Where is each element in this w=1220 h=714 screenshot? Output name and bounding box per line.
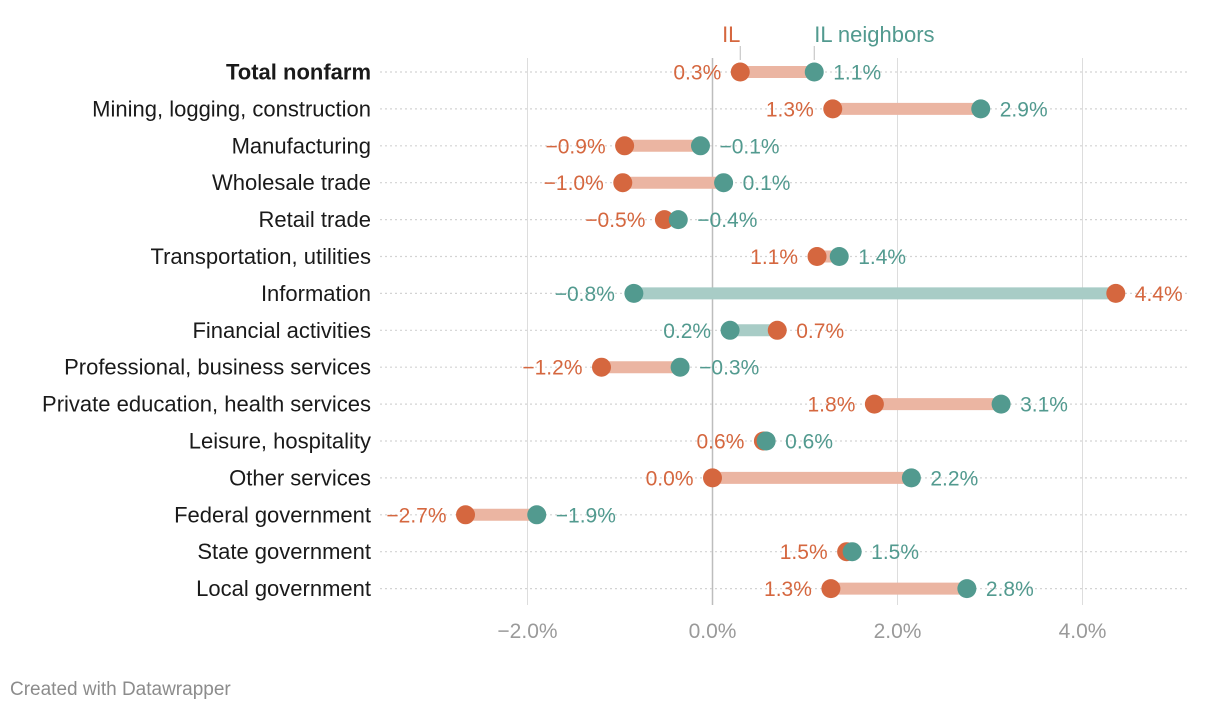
category-label: State government [197,539,371,564]
neighbors-point [971,99,991,119]
neighbors-value-label: 1.5% [871,541,919,564]
il-point [767,320,787,340]
il-value-label: 1.8% [808,394,856,417]
category-label: Private education, health services [42,392,371,417]
neighbors-point [829,247,849,266]
category-label: Retail trade [258,207,371,232]
il-value-label: 0.6% [697,431,745,454]
neighbors-value-label: 1.1% [833,62,881,85]
il-point [821,579,841,599]
il-point [823,99,843,119]
neighbors-value-label: 0.2% [663,320,711,343]
category-label: Mining, logging, construction [92,96,371,121]
x-tick-label: −2.0% [497,620,557,643]
category-label: Transportation, utilities [150,244,371,269]
neighbors-value-label: 2.2% [930,467,978,490]
x-tick-label: 4.0% [1059,620,1107,643]
il-value-label: −1.2% [522,357,582,380]
neighbors-point [668,210,688,230]
neighbors-point [670,357,690,377]
category-label: Total nonfarm [226,60,371,85]
il-point [613,173,633,193]
neighbors-point [720,320,740,340]
category-label: Information [261,281,371,306]
category-label: Professional, business services [64,355,371,380]
category-label: Federal government [174,502,371,527]
il-value-label: 4.4% [1135,283,1183,306]
x-tick-label: 2.0% [874,620,922,643]
il-value-label: 1.3% [764,578,812,601]
il-point [456,505,476,525]
neighbors-point [991,394,1011,414]
neighbors-value-label: −0.4% [697,209,757,232]
il-point [703,468,722,488]
il-value-label: 0.7% [796,320,844,343]
neighbors-point [804,62,824,82]
il-value-label: 1.3% [766,98,814,121]
il-value-label: 1.5% [780,541,828,564]
neighbors-value-label: −1.9% [556,504,616,527]
neighbors-value-label: 1.4% [858,246,906,269]
category-label: Wholesale trade [212,170,371,195]
il-value-label: 1.1% [750,246,798,269]
neighbors-point [624,283,644,303]
category-label: Manufacturing [232,133,371,158]
il-point [807,247,827,266]
neighbors-value-label: −0.1% [719,135,779,158]
il-point [864,394,884,414]
neighbors-value-label: 0.1% [743,172,791,195]
il-point [730,62,750,82]
neighbors-point [901,468,921,488]
credit-text: Created with Datawrapper [10,679,231,700]
neighbors-value-label: −0.8% [555,283,615,306]
neighbors-value-label: 2.8% [986,578,1034,601]
neighbors-value-label: −0.3% [699,357,759,380]
neighbors-value-label: 2.9% [1000,98,1048,121]
legend-il-label: IL [722,22,740,47]
neighbors-point [756,431,776,451]
il-value-label: −0.5% [585,209,645,232]
category-label: Other services [229,465,371,490]
neighbors-value-label: 0.6% [785,431,833,454]
neighbors-point [690,136,710,156]
il-value-label: −2.7% [386,504,446,527]
il-value-label: −0.9% [545,135,605,158]
category-label: Leisure, hospitality [189,429,371,454]
neighbors-point [842,542,862,562]
il-point [654,210,674,230]
il-point [1106,283,1126,303]
legend-neighbors-label: IL neighbors [814,22,934,47]
il-point [615,136,635,156]
il-value-label: 0.0% [646,467,694,490]
neighbors-point [957,579,977,599]
x-tick-label: 0.0% [689,620,737,643]
il-value-label: 0.3% [673,62,721,85]
neighbors-value-label: 3.1% [1020,394,1068,417]
il-point [592,357,611,377]
category-label: Financial activities [192,318,371,343]
neighbors-point [714,173,734,193]
il-value-label: −1.0% [544,172,604,195]
neighbors-point [527,505,547,525]
category-label: Local government [196,576,371,601]
